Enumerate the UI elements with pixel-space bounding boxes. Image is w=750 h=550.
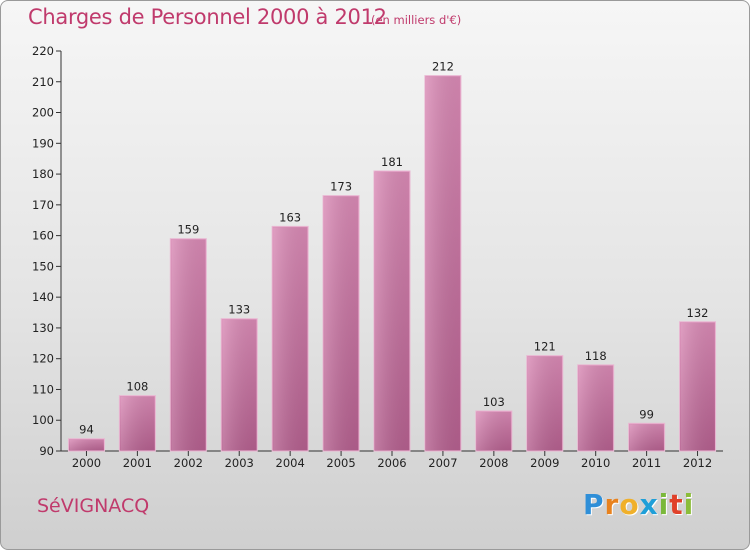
- y-tick-label: 90: [39, 444, 54, 458]
- y-tick-label: 110: [32, 382, 54, 396]
- x-tick-label: 2012: [683, 456, 712, 470]
- data-label: 121: [534, 340, 556, 354]
- bar-shade: [425, 76, 460, 450]
- chart-title: Charges de Personnel 2000 à 2012: [28, 5, 387, 29]
- logo-letter: r: [604, 488, 620, 521]
- data-label: 163: [279, 210, 301, 224]
- x-tick-label: 2007: [428, 456, 457, 470]
- x-tick-label: 2005: [326, 456, 355, 470]
- bar-shade: [324, 196, 359, 450]
- y-tick-label: 150: [32, 259, 54, 273]
- data-label: 132: [687, 306, 709, 320]
- bar-shade: [476, 412, 511, 450]
- x-tick-label: 2002: [174, 456, 203, 470]
- bar-shade: [69, 439, 104, 450]
- x-tick-label: 2003: [225, 456, 254, 470]
- logo-letter: t: [669, 488, 684, 521]
- x-tick-label: 2008: [479, 456, 508, 470]
- data-label: 118: [585, 349, 607, 363]
- bar-shade: [527, 356, 562, 450]
- y-tick-label: 180: [32, 167, 54, 181]
- y-tick-label: 210: [32, 75, 54, 89]
- x-tick-label: 2010: [581, 456, 610, 470]
- proxiti-logo: Proxiti: [583, 488, 694, 521]
- bar-shade: [578, 365, 613, 450]
- y-tick-label: 100: [32, 413, 54, 427]
- data-label: 94: [79, 423, 94, 437]
- bar-shade: [375, 172, 409, 450]
- bar-shade: [629, 424, 664, 450]
- x-tick-label: 2004: [276, 456, 305, 470]
- data-label: 173: [330, 180, 352, 194]
- chart-subtitle: (en milliers d'€): [371, 13, 462, 27]
- bar-shade: [222, 319, 257, 450]
- data-label: 159: [177, 223, 199, 237]
- data-label: 99: [639, 407, 654, 421]
- bar-shade: [273, 227, 308, 450]
- logo-letter: i: [658, 488, 670, 521]
- y-tick-label: 200: [32, 106, 54, 120]
- bar-shade: [680, 322, 715, 450]
- logo-letter: P: [583, 488, 605, 521]
- y-tick-label: 190: [32, 136, 54, 150]
- x-tick-label: 2000: [72, 456, 101, 470]
- logo-letter: o: [619, 488, 640, 521]
- data-label: 212: [432, 60, 454, 74]
- y-tick-label: 130: [32, 321, 54, 335]
- data-label: 181: [381, 155, 403, 169]
- y-tick-label: 220: [32, 44, 54, 58]
- data-label: 108: [126, 380, 148, 394]
- x-tick-label: 2011: [632, 456, 661, 470]
- bar-shade: [171, 239, 206, 450]
- x-tick-label: 2006: [377, 456, 406, 470]
- x-tick-label: 2009: [530, 456, 559, 470]
- y-tick-label: 120: [32, 352, 54, 366]
- data-label: 133: [228, 303, 250, 317]
- x-tick-label: 2001: [123, 456, 152, 470]
- y-tick-label: 160: [32, 229, 54, 243]
- data-label: 103: [483, 395, 505, 409]
- y-tick-label: 170: [32, 198, 54, 212]
- bar-shade: [120, 396, 155, 450]
- y-tick-label: 140: [32, 290, 54, 304]
- logo-letter: x: [639, 488, 659, 521]
- commune-name: SéVIGNACQ: [37, 495, 150, 517]
- logo-letter: i: [683, 488, 695, 521]
